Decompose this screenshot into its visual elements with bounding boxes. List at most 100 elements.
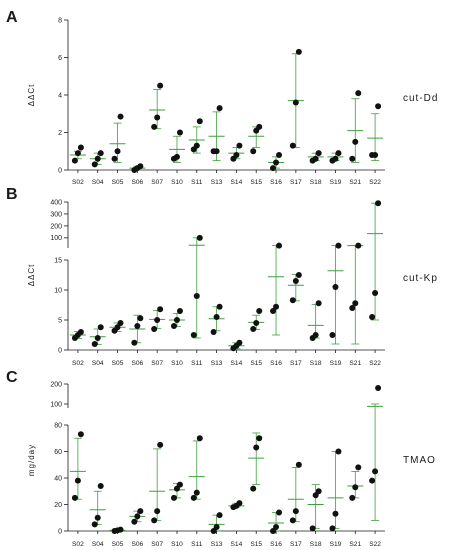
data-point <box>190 494 197 501</box>
data-point <box>134 513 141 520</box>
axes-b <box>67 202 385 351</box>
y-axis-label-b: ΔΔCt <box>27 264 36 287</box>
data-point <box>250 485 257 492</box>
x-tick-label: S02 <box>72 360 84 367</box>
data-point <box>315 488 322 495</box>
y-axis-label-a: ΔΔCt <box>27 84 36 107</box>
data-point <box>349 155 356 162</box>
x-tick-label: S14 <box>231 541 243 548</box>
data-point <box>176 308 183 314</box>
y-tick-label: 40 <box>54 475 62 482</box>
x-tick-label: S04 <box>92 360 104 367</box>
data-point <box>176 481 183 488</box>
x-tick-label: S22 <box>369 541 381 548</box>
data-point <box>210 329 217 335</box>
y-tick-label: 2 <box>58 130 62 137</box>
x-tick-label: S22 <box>369 179 381 186</box>
data-point <box>117 526 124 533</box>
data-point <box>97 482 104 489</box>
y-tick-label: 80 <box>54 422 62 429</box>
x-tick-label: S17 <box>290 541 302 548</box>
data-point <box>329 332 336 338</box>
x-tick-label: S15 <box>250 360 262 367</box>
y-axis-label-c: mg/day <box>27 444 36 476</box>
data-point <box>114 324 121 331</box>
data-point <box>352 300 359 307</box>
data-point <box>77 329 84 335</box>
data-point <box>71 494 78 501</box>
data-point <box>137 508 144 515</box>
x-tick-label: S07 <box>151 541 163 548</box>
data-point <box>349 305 356 311</box>
data-point <box>193 142 200 149</box>
x-tick-label: S21 <box>349 541 361 548</box>
data-point <box>94 514 101 521</box>
y-tick-label: 0 <box>58 167 62 174</box>
x-tick-label: S02 <box>72 541 84 548</box>
data-point <box>196 435 203 442</box>
data-point <box>355 90 362 97</box>
data-point <box>213 314 220 320</box>
data-point <box>253 444 260 451</box>
y-tick-label: 8 <box>58 17 62 24</box>
data-point <box>295 272 302 278</box>
data-point <box>352 484 359 491</box>
y-tick-label: 200 <box>50 381 62 388</box>
y-tick-label: 400 <box>50 199 62 206</box>
x-tick-label: S22 <box>369 360 381 367</box>
data-point <box>256 308 263 314</box>
data-point <box>151 326 158 332</box>
data-point <box>114 148 121 155</box>
x-tick-label: S07 <box>151 360 163 367</box>
x-tick-label: S18 <box>310 541 322 548</box>
y-tick-label: 200 <box>50 223 62 230</box>
data-point <box>71 157 78 164</box>
data-point <box>77 431 84 438</box>
data-point <box>236 142 243 149</box>
x-tick-label: S13 <box>211 179 223 186</box>
data-point <box>289 517 296 524</box>
x-tick-labels-c: S02 S04 S05 S06 S07 S10 S11 S13 S14 S15 S16 S17 S18 S… <box>72 531 381 548</box>
data-points-b <box>71 200 382 352</box>
data-point <box>236 500 243 507</box>
data-point <box>137 163 144 170</box>
data-point <box>375 103 382 110</box>
x-tick-label: S06 <box>131 179 143 186</box>
data-point <box>91 161 98 168</box>
y-tick-label: 10 <box>54 287 62 294</box>
data-point <box>273 524 280 531</box>
x-tick-labels-a: S02 S04 S05 S06 S07 S10 S11 S13 S14 S15 S16 S17 S18 S… <box>72 170 381 186</box>
data-point <box>372 152 379 158</box>
x-tick-label: S02 <box>72 179 84 186</box>
x-tick-label: S16 <box>270 360 282 367</box>
data-point <box>270 165 277 172</box>
data-point <box>312 155 319 162</box>
x-tick-label: S10 <box>171 360 183 367</box>
data-points-c <box>71 385 382 534</box>
x-tick-label: S06 <box>131 541 143 548</box>
data-point <box>91 341 98 347</box>
x-tick-label: S05 <box>112 541 124 548</box>
data-point <box>236 339 243 346</box>
data-point <box>256 435 263 442</box>
x-tick-label: S16 <box>270 179 282 186</box>
x-tick-labels-b: S02 S04 S05 S06 S07 S10 S11 S13 S14 S15 S16 S17 S18 S… <box>72 350 381 367</box>
series-label-b: cut-Kp <box>403 273 438 284</box>
data-point <box>276 242 283 249</box>
y-tick-label: 15 <box>54 257 62 264</box>
x-tick-label: S19 <box>330 179 342 186</box>
x-tick-label: S15 <box>250 179 262 186</box>
x-tick-label: S04 <box>92 541 104 548</box>
data-point <box>369 314 376 320</box>
data-point <box>332 510 339 517</box>
data-point <box>253 320 260 326</box>
panel-a: A cut-Dd ΔΔCt 0 2 4 6 8 S02 S04 S05 S06 S07 S10 S1… <box>6 9 437 186</box>
data-point <box>312 332 319 338</box>
data-point <box>196 118 203 125</box>
x-tick-label: S13 <box>211 360 223 367</box>
data-point <box>309 525 316 532</box>
x-tick-label: S18 <box>310 179 322 186</box>
